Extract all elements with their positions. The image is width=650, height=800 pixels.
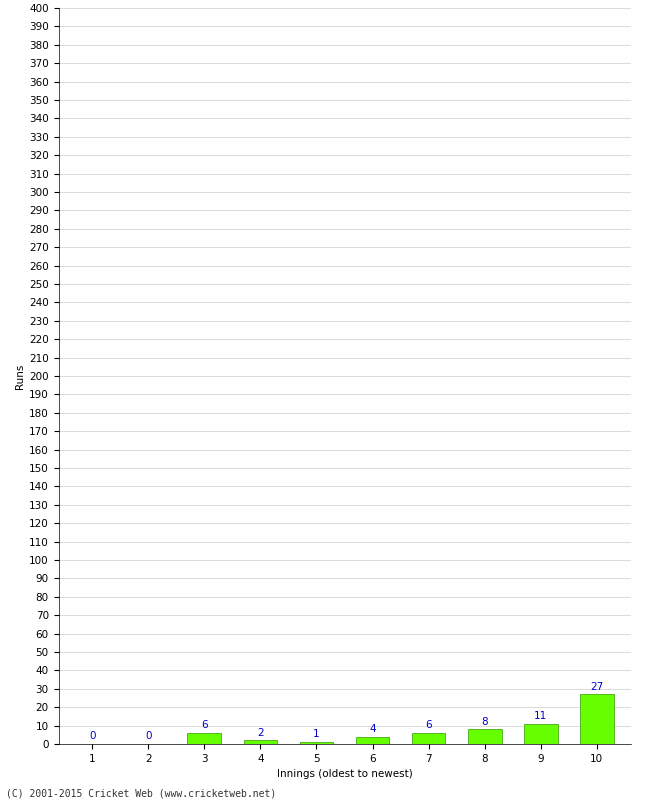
Bar [244, 740, 277, 744]
Y-axis label: Runs: Runs [15, 363, 25, 389]
Text: (C) 2001-2015 Cricket Web (www.cricketweb.net): (C) 2001-2015 Cricket Web (www.cricketwe… [6, 789, 277, 798]
Text: 6: 6 [425, 720, 432, 730]
Text: 6: 6 [201, 720, 207, 730]
Text: 11: 11 [534, 711, 547, 721]
Bar [300, 742, 333, 744]
Bar [580, 694, 614, 744]
Text: 2: 2 [257, 727, 264, 738]
Bar [187, 733, 221, 744]
Text: 0: 0 [89, 731, 96, 742]
Text: 4: 4 [369, 724, 376, 734]
Text: 8: 8 [482, 717, 488, 726]
Bar [412, 733, 445, 744]
Text: 27: 27 [590, 682, 603, 691]
Bar [468, 730, 502, 744]
Text: 1: 1 [313, 730, 320, 739]
Text: 0: 0 [145, 731, 151, 742]
Bar [356, 737, 389, 744]
X-axis label: Innings (oldest to newest): Innings (oldest to newest) [277, 770, 412, 779]
Bar [524, 724, 558, 744]
